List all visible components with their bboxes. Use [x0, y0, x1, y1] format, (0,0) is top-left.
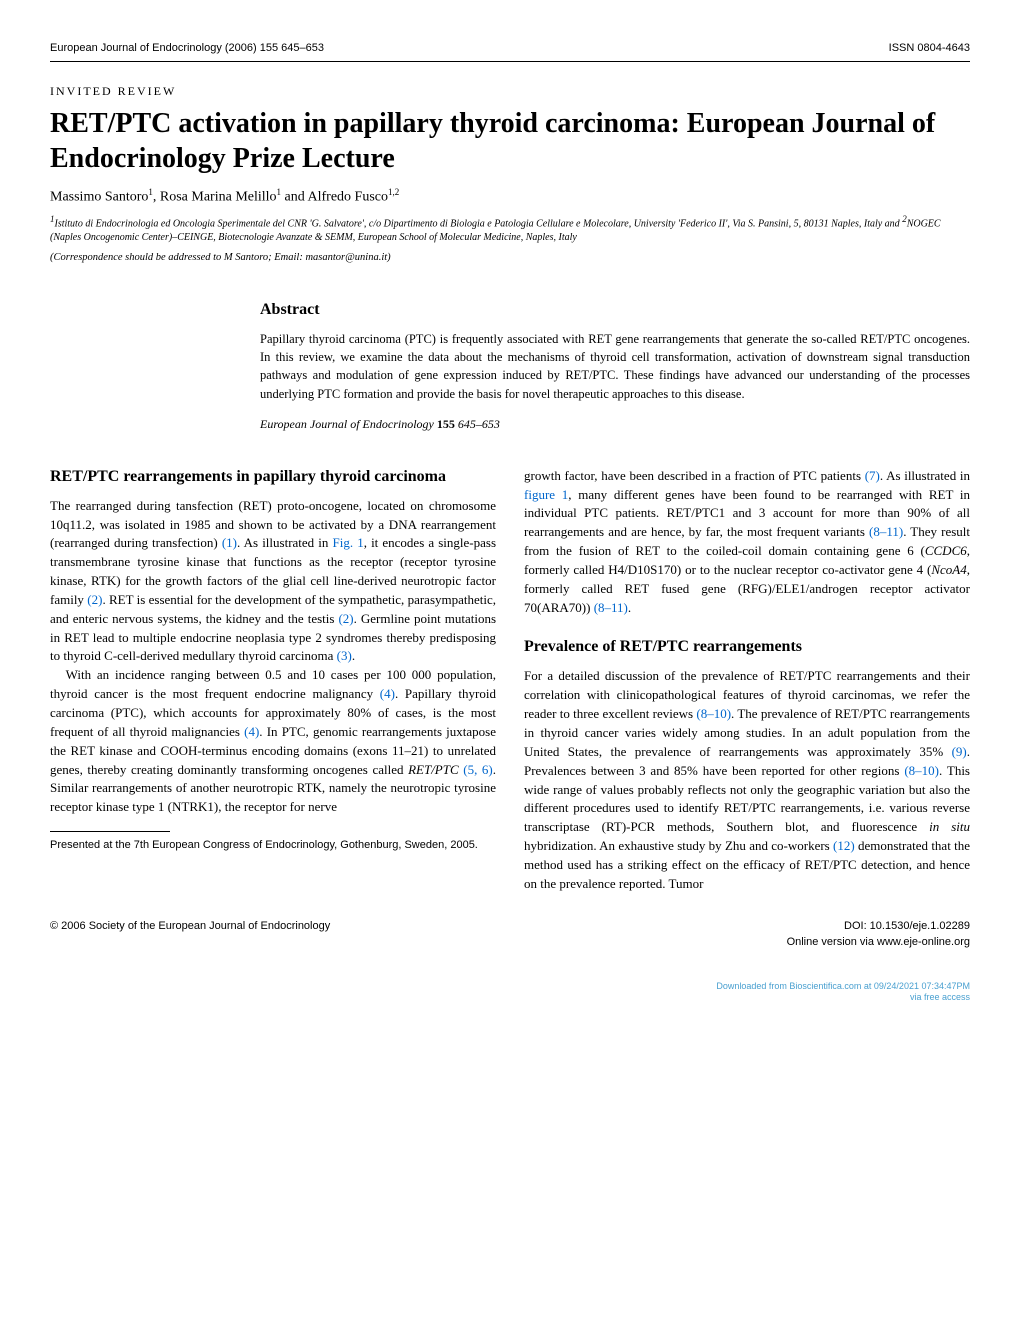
right-column: growth factor, have been described in a …	[524, 467, 970, 894]
journal-volume-line: European Journal of Endocrinology (2006)…	[50, 40, 324, 57]
online-line: Online version via www.eje-online.org	[787, 936, 970, 948]
abstract-citation: European Journal of Endocrinology 155 64…	[260, 415, 970, 433]
section-heading-retptc: RET/PTC rearrangements in papillary thyr…	[50, 467, 496, 487]
header-rule	[50, 61, 970, 62]
left-column: RET/PTC rearrangements in papillary thyr…	[50, 467, 496, 894]
article-title: RET/PTC activation in papillary thyroid …	[50, 106, 970, 176]
download-watermark: Downloaded from Bioscientifica.com at 09…	[50, 981, 970, 1004]
abstract-text: Papillary thyroid carcinoma (PTC) is fre…	[260, 330, 970, 403]
abstract-citation-journal: European Journal of Endocrinology	[260, 417, 434, 431]
download-line-1: Downloaded from Bioscientifica.com at 09…	[716, 981, 970, 991]
left-para-1: The rearranged during tansfection (RET) …	[50, 497, 496, 667]
abstract-citation-pages: 645–653	[458, 417, 500, 431]
doi-line: DOI: 10.1530/eje.1.02289	[844, 920, 970, 932]
abstract-citation-volume: 155	[437, 417, 455, 431]
presented-footnote: Presented at the 7th European Congress o…	[50, 838, 496, 853]
affiliations: 1Istituto di Endocrinologia ed Oncologia…	[50, 213, 970, 244]
correspondence-line: (Correspondence should be addressed to M…	[50, 250, 970, 266]
running-header: European Journal of Endocrinology (2006)…	[50, 40, 970, 57]
issn-line: ISSN 0804-4643	[889, 40, 970, 57]
two-column-body: RET/PTC rearrangements in papillary thyr…	[50, 467, 970, 894]
article-type-label: INVITED REVIEW	[50, 82, 970, 100]
copyright-line: © 2006 Society of the European Journal o…	[50, 918, 330, 951]
page-footer: © 2006 Society of the European Journal o…	[50, 918, 970, 951]
abstract-heading: Abstract	[260, 298, 970, 322]
authors-line: Massimo Santoro1, Rosa Marina Melillo1 a…	[50, 186, 970, 208]
right-para-2: For a detailed discussion of the prevale…	[524, 667, 970, 893]
footnote-divider	[50, 831, 170, 832]
right-para-1: growth factor, have been described in a …	[524, 467, 970, 618]
download-line-2: via free access	[910, 992, 970, 1002]
abstract-block: Abstract Papillary thyroid carcinoma (PT…	[260, 298, 970, 433]
left-para-2: With an incidence ranging between 0.5 an…	[50, 666, 496, 817]
section-heading-prevalence: Prevalence of RET/PTC rearrangements	[524, 637, 970, 657]
footer-right-block: DOI: 10.1530/eje.1.02289 Online version …	[787, 918, 970, 951]
